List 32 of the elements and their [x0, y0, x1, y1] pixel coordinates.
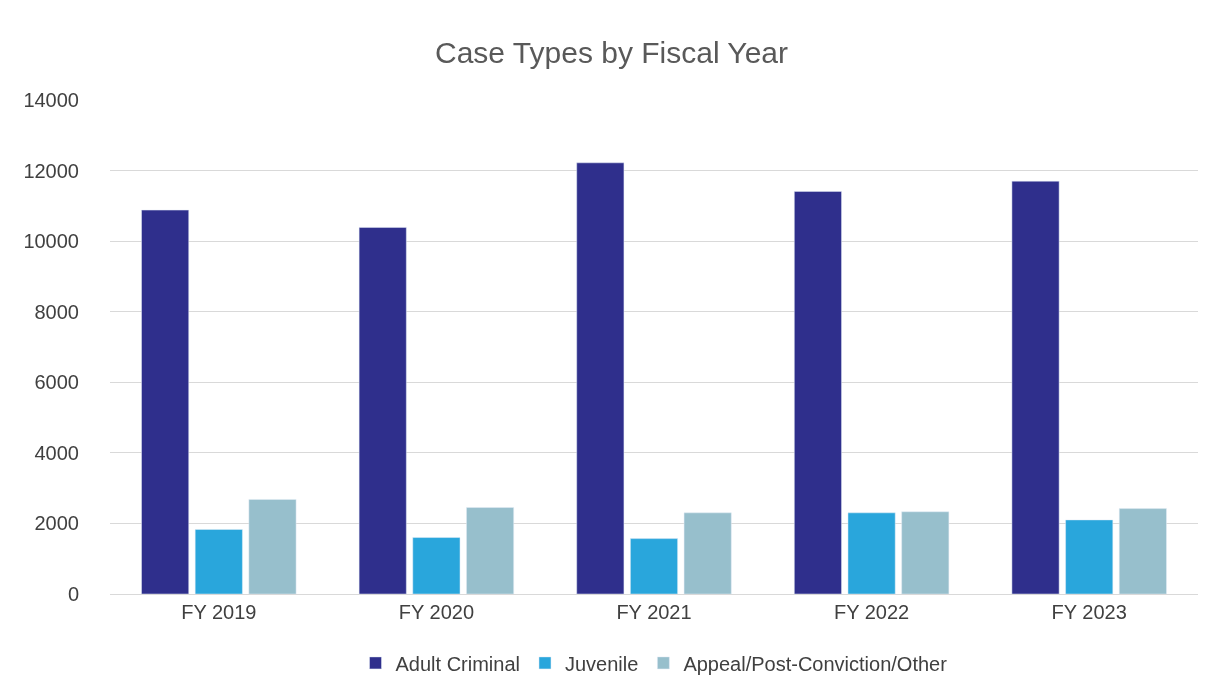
- y-tick-label: 2000: [34, 512, 79, 535]
- y-tick-label: 14000: [23, 89, 79, 111]
- bar: [576, 162, 625, 594]
- x-tick-label: FY 2022: [833, 601, 910, 623]
- bar: [683, 512, 732, 594]
- bar: [794, 191, 842, 594]
- bar: [901, 511, 950, 594]
- bar: [1011, 180, 1060, 594]
- x-tick-label: FY 2020: [398, 601, 475, 623]
- bar: [466, 507, 514, 594]
- y-tick-label: 0: [67, 583, 79, 605]
- x-tick-label: FY 2019: [181, 601, 257, 623]
- y-tick-label: 6000: [34, 371, 79, 394]
- legend-label: Appeal/Post-Conviction/Other: [683, 652, 948, 675]
- bar: [194, 529, 243, 594]
- legend-label: Juvenile: [564, 652, 639, 675]
- y-tick-label: 4000: [34, 441, 79, 464]
- bar: [412, 537, 461, 594]
- bar: [141, 209, 189, 594]
- legend-label: Adult Criminal: [395, 652, 520, 675]
- bar: [248, 499, 297, 594]
- bar: [358, 227, 407, 594]
- bar: [630, 538, 678, 594]
- x-tick-label: FY 2023: [1051, 601, 1127, 623]
- bar: [1065, 519, 1114, 594]
- chart-title: Case Types by Fiscal Year: [435, 35, 788, 69]
- x-tick-label: FY 2021: [616, 601, 692, 623]
- y-tick-label: 12000: [23, 159, 79, 182]
- y-tick-label: 8000: [34, 300, 79, 323]
- y-tick-label: 10000: [23, 230, 79, 253]
- bar: [1119, 508, 1167, 594]
- bar: [847, 512, 896, 594]
